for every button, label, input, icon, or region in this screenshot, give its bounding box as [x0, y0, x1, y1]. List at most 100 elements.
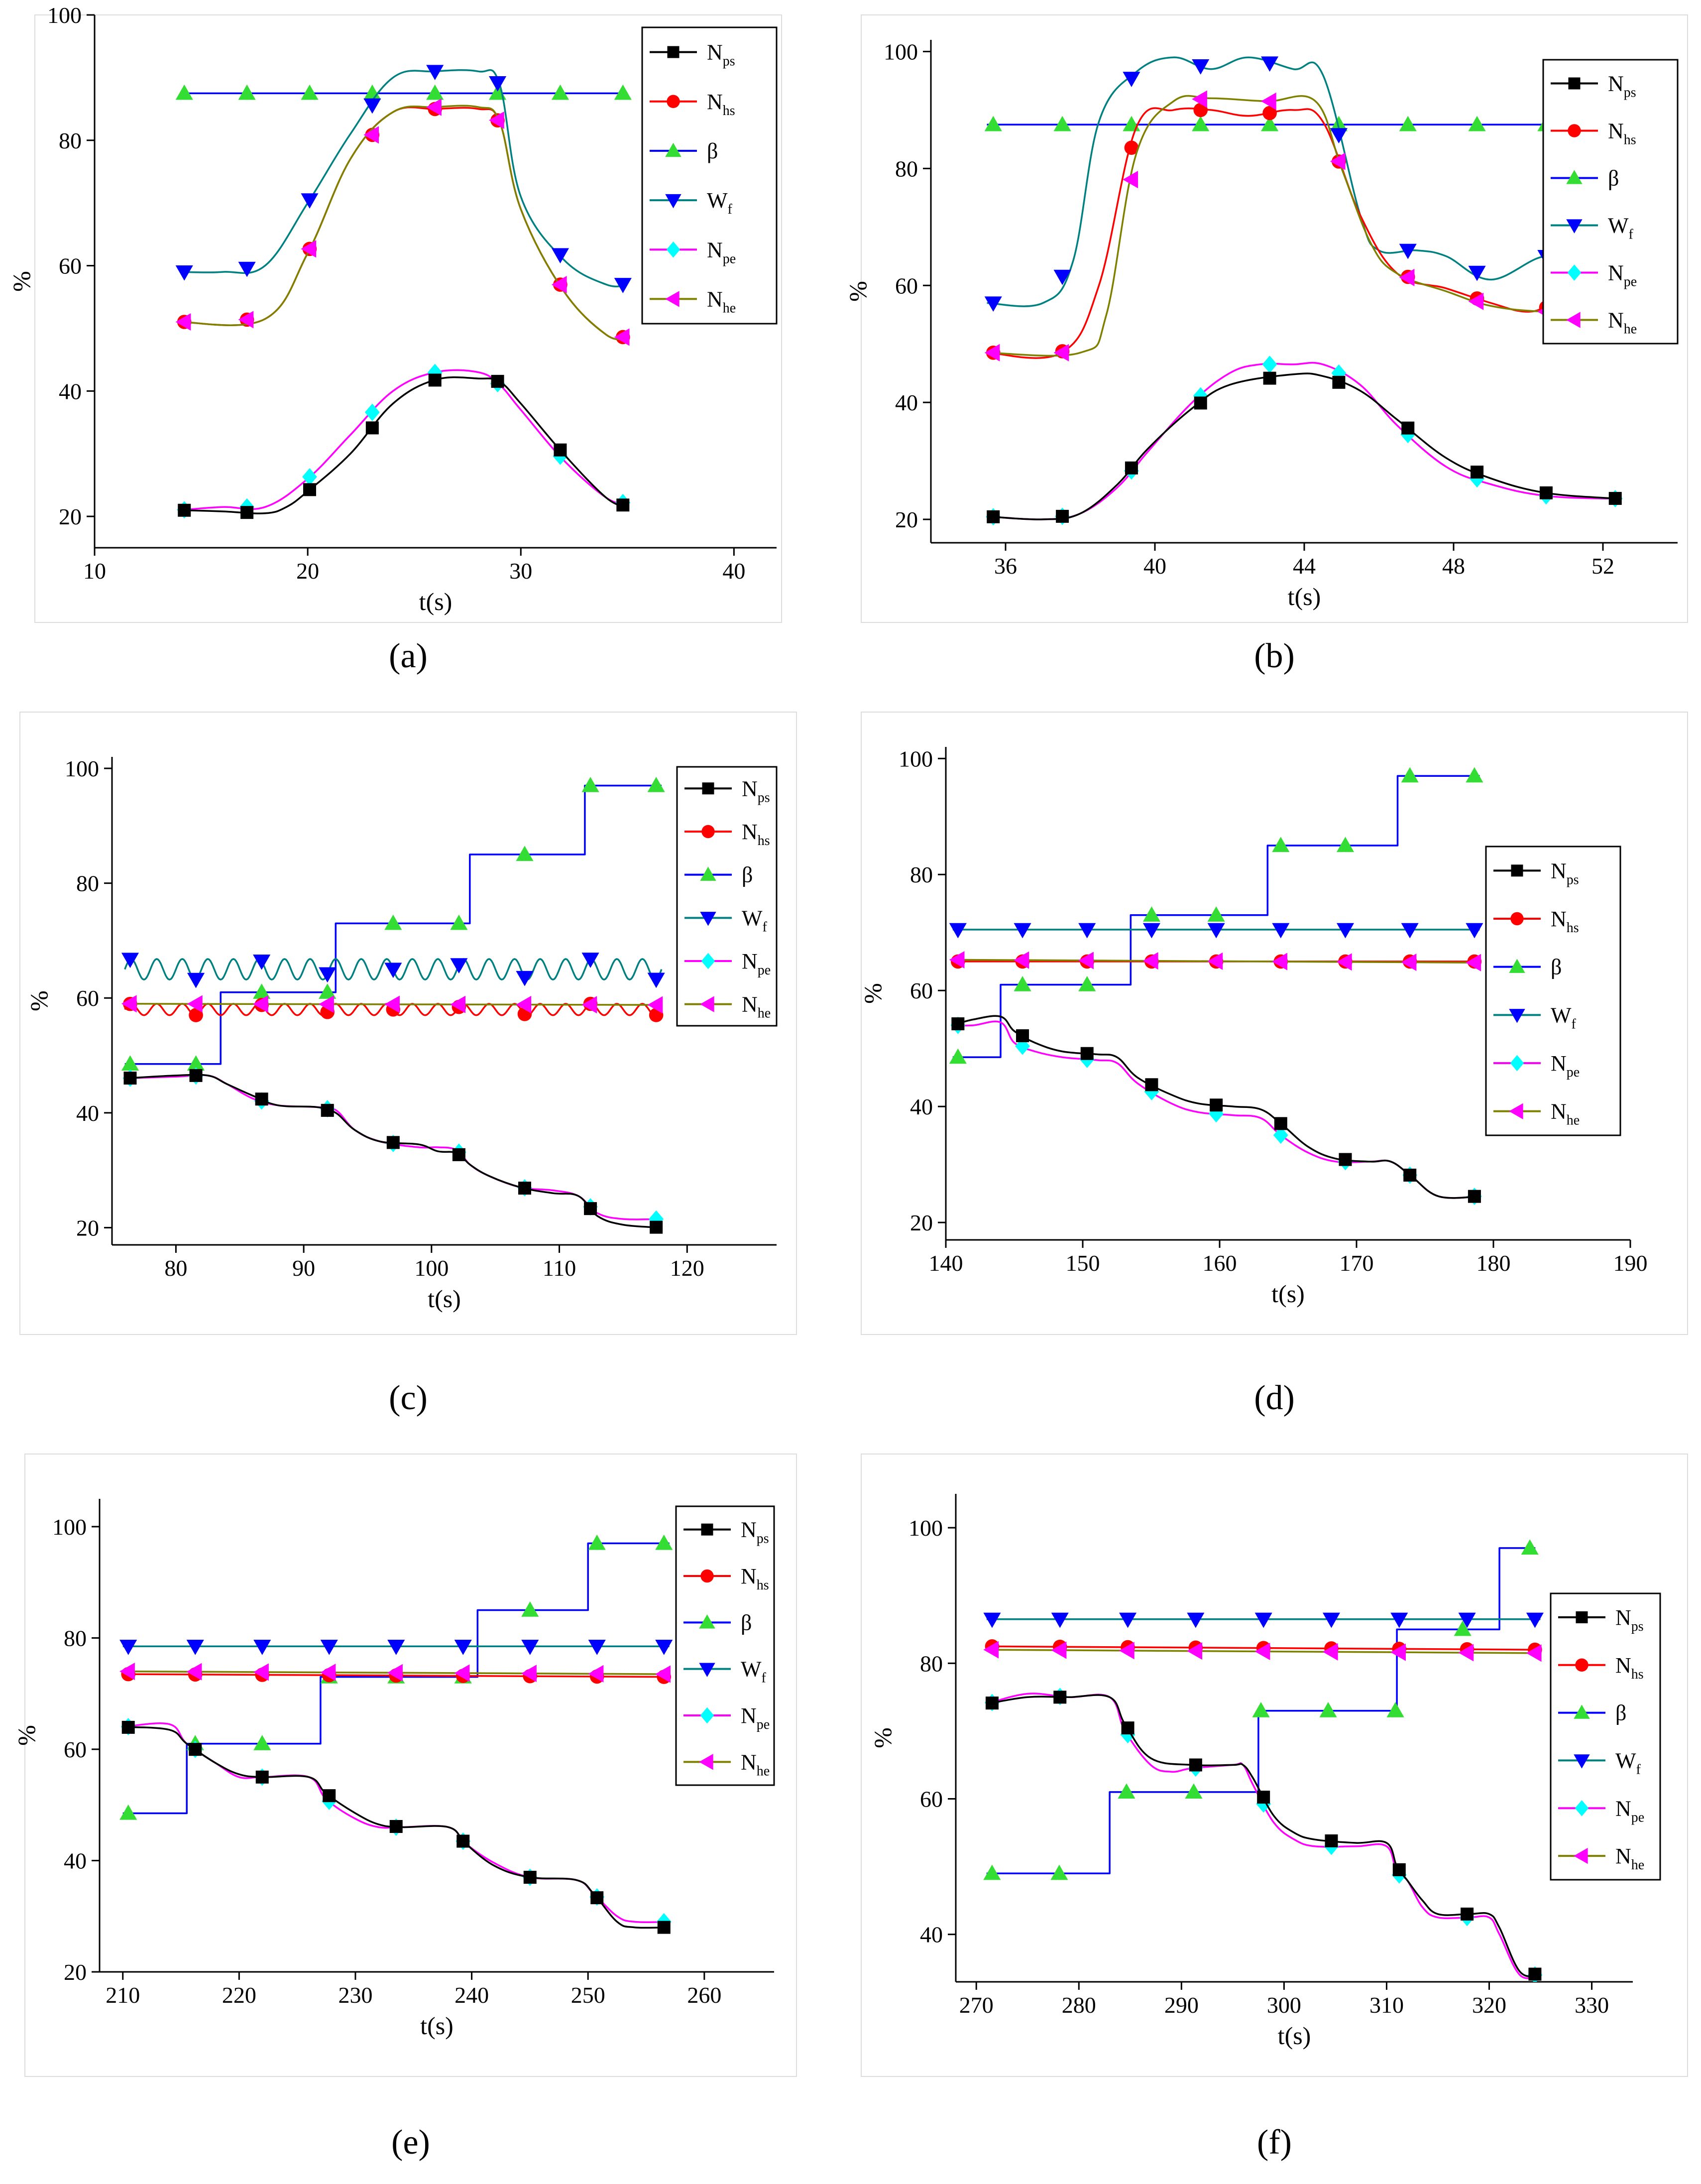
y-axis-label: % — [7, 271, 35, 292]
y-tick-label: 100 — [65, 756, 99, 781]
legend-label: Npe — [1615, 1796, 1644, 1825]
legend-swatch-marker — [700, 1707, 714, 1724]
series-marker-β — [521, 1601, 539, 1617]
legend-swatch-marker — [1566, 170, 1583, 184]
y-tick-label: 20 — [910, 1210, 933, 1235]
legend-swatch-marker — [699, 1663, 715, 1677]
x-tick-label: 80 — [164, 1255, 187, 1281]
series-marker-β — [1468, 116, 1486, 131]
series-marker-Wf — [1526, 1612, 1544, 1628]
x-tick-label: 40 — [722, 558, 745, 584]
legend-swatch-marker — [1566, 219, 1583, 234]
x-tick-label: 240 — [454, 1982, 489, 2008]
y-tick-label: 100 — [47, 2, 82, 28]
series-marker-Wf — [426, 65, 444, 81]
series-marker-Wf — [387, 1640, 405, 1655]
x-tick-label: 48 — [1442, 553, 1465, 579]
y-tick-label: 60 — [920, 1787, 943, 1812]
series-marker-Nps — [428, 373, 442, 387]
legend-swatch-marker — [665, 291, 680, 307]
series-marker-β — [1142, 906, 1160, 922]
chart-panel-4: 210 220 230 240 250 260 20 40 60 80 100 t(s)% Nps Nhs… — [12, 1454, 797, 2162]
series-marker-Wf — [1466, 923, 1483, 939]
panel-caption: (c) — [389, 1379, 428, 1417]
series-marker-Nps — [1263, 371, 1276, 385]
legend-label: Npe — [742, 949, 771, 978]
x-tick-label: 44 — [1293, 553, 1316, 579]
legend-label: β — [741, 1610, 752, 1635]
series-marker-β — [655, 1534, 673, 1550]
legend-swatch-marker — [701, 953, 715, 970]
series-marker-Nhe — [1207, 952, 1223, 970]
series-marker-β — [551, 84, 569, 100]
series-marker-Wf — [1468, 265, 1486, 281]
series-marker-Nhe — [384, 995, 400, 1013]
legend-box — [676, 766, 778, 1027]
legend-label: Wf — [707, 188, 733, 217]
y-axis-label: % — [844, 281, 872, 302]
series-marker-Nps — [123, 1072, 137, 1085]
series-marker-Nhe — [121, 995, 137, 1013]
series-marker-Nhe — [187, 995, 203, 1013]
series-marker-Nhe — [1142, 952, 1158, 970]
series-marker-Wf — [551, 248, 569, 264]
series-marker-Npe — [1273, 1126, 1288, 1144]
series-marker-Nhe — [363, 126, 379, 144]
series-marker-Nps — [1392, 1863, 1406, 1876]
legend-swatch-marker — [1574, 1704, 1590, 1719]
legend-swatch-marker — [700, 1569, 714, 1583]
series-marker-Wf — [1053, 269, 1071, 285]
series-marker-Nhs — [1193, 103, 1208, 118]
series-marker-Nhe — [489, 111, 504, 129]
x-tick-label: 270 — [959, 1992, 994, 2018]
series-group — [984, 56, 1624, 526]
series-marker-β — [1207, 906, 1225, 922]
series-marker-Nps — [491, 374, 504, 388]
series-marker-Npe — [1470, 470, 1485, 488]
series-marker-Wf — [186, 1640, 204, 1655]
y-tick-label: 80 — [895, 156, 918, 181]
y-tick-label: 80 — [910, 862, 933, 887]
series-marker-Nhe — [1187, 1642, 1203, 1660]
legend-swatch-marker — [1510, 912, 1524, 926]
legend-label: Nps — [1608, 72, 1636, 101]
series-marker-Nhe — [426, 98, 442, 116]
x-axis-label: t(s) — [419, 588, 453, 615]
legend-label: Nhe — [1608, 308, 1637, 337]
series-marker-β — [1185, 1783, 1203, 1799]
series-marker-Nhe — [1123, 171, 1138, 189]
series-marker-Wf — [614, 278, 632, 293]
legend-label: Npe — [707, 238, 736, 266]
series-marker-Nps — [389, 1820, 403, 1833]
series-marker-β — [384, 914, 402, 930]
series-marker-Nps — [452, 1148, 465, 1161]
series-marker-Nps — [657, 1921, 671, 1934]
series-marker-Nps — [178, 503, 191, 517]
series-marker-Wf — [121, 953, 139, 969]
series-marker-Wf — [983, 1612, 1001, 1628]
x-tick-label: 36 — [994, 553, 1017, 579]
legend-label: Nhs — [742, 820, 770, 849]
x-tick-label: 140 — [929, 1250, 963, 1276]
y-tick-label: 60 — [910, 978, 933, 1003]
series-marker-Wf — [1142, 923, 1160, 939]
series-marker-Wf — [119, 1640, 137, 1655]
legend-label: Wf — [1551, 1003, 1577, 1032]
legend-swatch-marker — [665, 194, 681, 209]
series-marker-Nhe — [1390, 1643, 1406, 1661]
legend-swatch-marker — [700, 996, 714, 1012]
series-marker-β — [588, 1534, 606, 1550]
x-axis-label: t(s) — [1288, 583, 1321, 610]
series-marker-Nps — [1471, 466, 1484, 479]
series-marker-Nhe — [647, 996, 663, 1014]
series-line-Nhs — [987, 107, 1622, 359]
series-marker-β — [1454, 1620, 1472, 1636]
legend-swatch-marker — [700, 866, 716, 881]
series-marker-Nps — [1339, 1153, 1352, 1166]
legend-swatch-marker — [666, 242, 680, 258]
series-marker-Nhe — [614, 328, 630, 346]
series-marker-Npe — [1262, 356, 1277, 373]
series-marker-β — [253, 983, 271, 999]
x-axis-label: t(s) — [428, 1285, 461, 1313]
series-group — [175, 65, 632, 519]
